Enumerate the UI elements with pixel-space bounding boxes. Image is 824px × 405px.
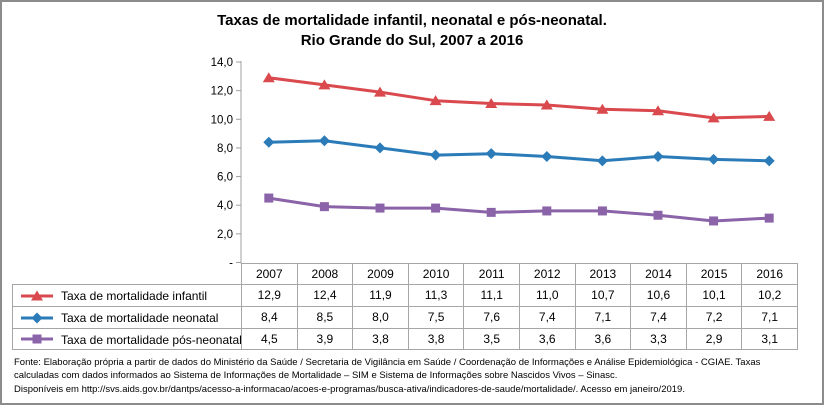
chart-title-line2: Rio Grande do Sul, 2007 a 2016 bbox=[300, 32, 524, 49]
year-header-2015: 2015 bbox=[685, 263, 743, 285]
value-cell: 11,9 bbox=[352, 284, 409, 307]
value-cell: 4,5 bbox=[241, 327, 298, 351]
year-header-2012: 2012 bbox=[518, 263, 576, 285]
value-cell: 3,3 bbox=[630, 327, 687, 351]
source-note-line2: calculadas com dados informados ao Siste… bbox=[14, 370, 618, 382]
value-cell: 7,1 bbox=[574, 305, 632, 329]
value-cell: 7,5 bbox=[407, 305, 465, 329]
svg-text:2,0: 2,0 bbox=[217, 229, 233, 241]
source-note: Fonte: Elaboração própria a partir de da… bbox=[14, 356, 814, 396]
value-cell: 11,1 bbox=[463, 284, 520, 307]
year-header-2016: 2016 bbox=[741, 263, 798, 285]
table-row: Taxa de mortalidade infantil 12,9 12,4 11,9… bbox=[12, 284, 798, 307]
year-header-row: 2007 2008 2009 2010 2011 2012 2013 2014 2015 2016 bbox=[13, 263, 798, 285]
value-cell: 8,0 bbox=[352, 305, 409, 329]
value-cell: 7,2 bbox=[685, 305, 743, 329]
legend-key-square-icon bbox=[21, 334, 53, 344]
value-cell: 10,1 bbox=[685, 284, 743, 307]
legend-item: Taxa de mortalidade neonatal bbox=[12, 305, 242, 329]
svg-text:8,0: 8,0 bbox=[217, 143, 233, 155]
legend-item: Taxa de mortalidade pós-neonatal bbox=[12, 327, 242, 351]
value-cell: 7,1 bbox=[741, 305, 798, 329]
svg-text:14,0: 14,0 bbox=[211, 57, 233, 69]
value-cell: 3,6 bbox=[574, 327, 632, 351]
value-cell: 8,4 bbox=[241, 305, 298, 329]
svg-text:10,0: 10,0 bbox=[211, 114, 233, 126]
value-cell: 8,5 bbox=[296, 305, 354, 329]
chart-title-line1: Taxas de mortalidade infantil, neonatal … bbox=[217, 12, 607, 29]
value-cell: 10,7 bbox=[574, 284, 632, 307]
value-cell: 7,4 bbox=[518, 305, 576, 329]
value-cell: 11,0 bbox=[518, 284, 576, 307]
source-note-line3: Disponíveis em http://svs.aids.gov.br/da… bbox=[14, 383, 685, 395]
legend-item: Taxa de mortalidade infantil bbox=[12, 284, 242, 307]
year-header-2009: 2009 bbox=[352, 263, 409, 285]
value-cell: 3,5 bbox=[463, 327, 520, 351]
chart-title: Taxas de mortalidade infantil, neonatal … bbox=[2, 11, 822, 51]
year-header-2007: 2007 bbox=[241, 263, 298, 285]
year-header-2011: 2011 bbox=[463, 263, 520, 285]
value-cell: 3,1 bbox=[741, 327, 798, 351]
value-cell: 2,9 bbox=[685, 327, 743, 351]
table-corner-blank bbox=[13, 264, 242, 285]
legend-label: Taxa de mortalidade pós-neonatal bbox=[61, 332, 242, 347]
value-cell: 3,9 bbox=[296, 327, 354, 351]
svg-text:4,0: 4,0 bbox=[217, 200, 233, 212]
value-cell: 12,9 bbox=[241, 284, 298, 307]
table-row: Taxa de mortalidade neonatal 8,4 8,5 8,0 7,5… bbox=[12, 305, 798, 329]
legend-label: Taxa de mortalidade neonatal bbox=[61, 310, 219, 325]
legend-key-triangle-icon bbox=[21, 290, 53, 301]
data-table: 2007 2008 2009 2010 2011 2012 2013 2014 2015 2016… bbox=[12, 263, 798, 351]
value-cell: 7,6 bbox=[463, 305, 520, 329]
year-header-2013: 2013 bbox=[574, 263, 632, 285]
legend-key-diamond-icon bbox=[21, 312, 53, 324]
value-cell: 12,4 bbox=[296, 284, 354, 307]
value-cell: 3,6 bbox=[518, 327, 576, 351]
legend-label: Taxa de mortalidade infantil bbox=[61, 288, 208, 303]
value-cell: 11,3 bbox=[407, 284, 465, 307]
value-cell: 10,6 bbox=[630, 284, 687, 307]
source-note-line1: Fonte: Elaboração própria a partir de da… bbox=[14, 357, 761, 368]
year-header-2010: 2010 bbox=[407, 263, 465, 285]
value-cell: 3,8 bbox=[407, 327, 465, 351]
svg-text:6,0: 6,0 bbox=[217, 172, 233, 184]
value-cell: 3,8 bbox=[352, 327, 409, 351]
table-row: Taxa de mortalidade pós-neonatal 4,5 3,9 3,… bbox=[12, 327, 798, 351]
value-cell: 10,2 bbox=[741, 284, 798, 307]
year-header-2008: 2008 bbox=[296, 263, 354, 285]
svg-text:12,0: 12,0 bbox=[211, 86, 233, 98]
year-header-2014: 2014 bbox=[630, 263, 687, 285]
value-cell: 7,4 bbox=[630, 305, 687, 329]
